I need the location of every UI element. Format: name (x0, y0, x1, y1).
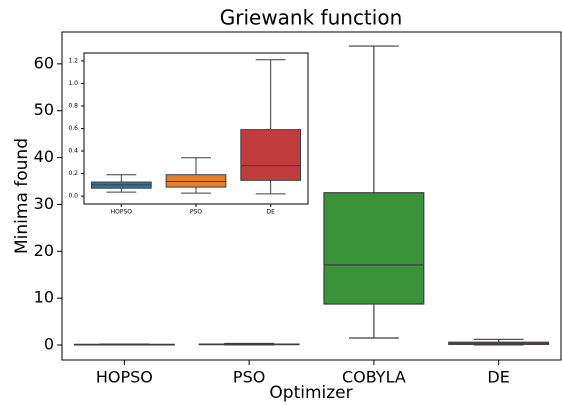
y-tick-label: 0.8 (68, 102, 78, 109)
y-tick-label: 1.2 (68, 57, 78, 64)
y-tick-label: 40 (34, 147, 54, 166)
x-tick-label: DE (487, 367, 509, 386)
y-tick-label: 10 (34, 288, 54, 307)
x-tick-label: HOPSO (96, 367, 153, 386)
box (323, 192, 425, 305)
y-axis-label: Minima found (12, 138, 32, 254)
x-tick-label: DE (266, 208, 275, 215)
y-tick-label: 0.6 (68, 125, 78, 132)
chart-title: Griewank function (220, 6, 403, 30)
x-tick-label: PSO (233, 367, 265, 386)
x-tick-label: PSO (190, 208, 202, 215)
y-tick-label: 30 (34, 194, 54, 213)
x-tick-label: HOPSO (111, 208, 133, 215)
box (165, 174, 227, 188)
y-tick-label: 50 (34, 100, 54, 119)
y-tick-label: 0 (44, 335, 54, 354)
y-tick-label: 20 (34, 241, 54, 260)
y-tick-label: 0.2 (68, 170, 78, 177)
x-tick-label: COBYLA (342, 367, 406, 386)
y-tick-label: 0.4 (68, 148, 78, 155)
x-axis-label: Optimizer (269, 383, 352, 403)
box (240, 129, 302, 181)
y-tick-label: 1.0 (68, 80, 78, 87)
y-tick-label: 0.0 (68, 193, 78, 200)
y-tick-label: 60 (34, 53, 54, 72)
